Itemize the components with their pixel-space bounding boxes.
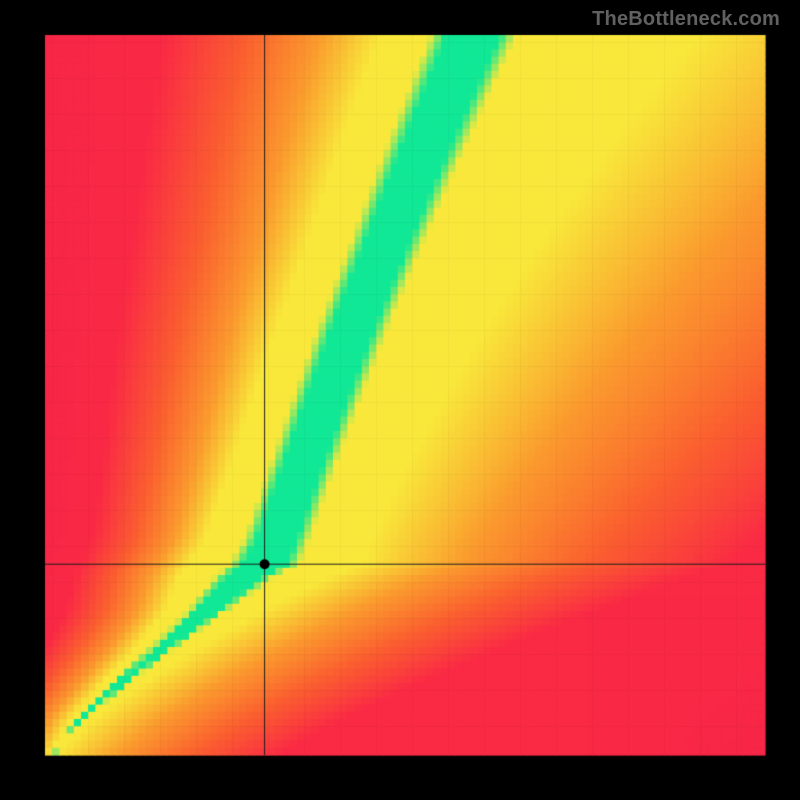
bottleneck-heatmap <box>0 0 800 800</box>
watermark-text: TheBottleneck.com <box>592 8 780 31</box>
